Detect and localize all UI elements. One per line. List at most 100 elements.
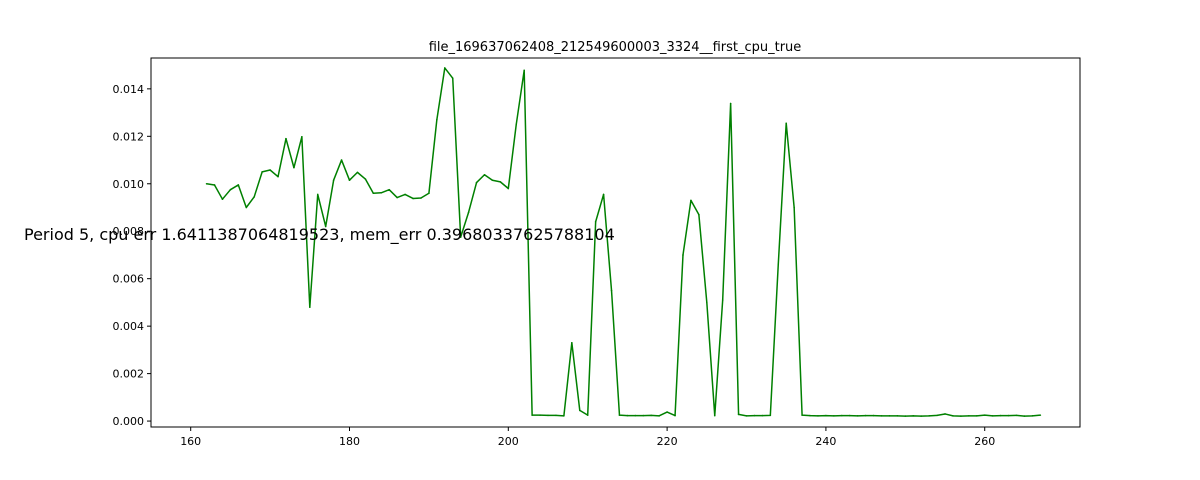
- data-point: [753, 414, 756, 417]
- data-point: [745, 415, 748, 417]
- data-point: [856, 415, 859, 417]
- y-tick-label: 0.000: [113, 415, 145, 428]
- data-point: [785, 122, 788, 125]
- data-point: [436, 118, 438, 121]
- axes-frame: [150, 57, 1081, 428]
- data-point: [491, 179, 494, 182]
- x-axis: 160 180 200 220 240 260: [180, 427, 995, 448]
- data-point: [888, 415, 891, 417]
- data-point: [602, 193, 605, 196]
- series-points: [205, 67, 1042, 417]
- data-point: [213, 184, 216, 186]
- data-point: [1023, 415, 1026, 417]
- data-point: [833, 415, 835, 417]
- data-point: [539, 414, 541, 416]
- data-point: [1007, 414, 1010, 417]
- y-tick-label: 0.006: [113, 273, 145, 286]
- data-point: [578, 409, 581, 412]
- data-point: [309, 306, 311, 308]
- data-point: [682, 254, 684, 256]
- period-error-annotation: Period 5, cpu err 1.6411387064819523, me…: [24, 225, 615, 245]
- data-point: [547, 414, 549, 417]
- data-point: [324, 225, 327, 228]
- data-point: [475, 181, 478, 184]
- data-point: [340, 159, 343, 161]
- data-point: [658, 415, 660, 417]
- data-point: [1015, 414, 1018, 417]
- data-point: [793, 206, 795, 209]
- data-point: [840, 414, 843, 417]
- data-point: [960, 415, 962, 417]
- y-tick-label: 0.008: [113, 225, 145, 238]
- data-point: [952, 415, 954, 417]
- data-point: [221, 198, 224, 200]
- data-point: [237, 184, 240, 186]
- y-tick-label: 0.012: [113, 130, 145, 143]
- data-point: [348, 179, 351, 182]
- data-point: [523, 69, 525, 72]
- data-point: [443, 67, 446, 69]
- y-tick-label: 0.014: [113, 83, 145, 96]
- data-point: [936, 414, 938, 417]
- data-point: [380, 191, 383, 194]
- data-point: [729, 102, 732, 105]
- y-tick-label: 0.004: [113, 320, 145, 333]
- data-point: [912, 415, 915, 417]
- data-point: [896, 415, 899, 417]
- data-point: [269, 169, 271, 171]
- data-point: [975, 415, 978, 417]
- data-point: [674, 414, 676, 417]
- data-point: [316, 193, 319, 196]
- data-point: [404, 193, 406, 196]
- data-point: [618, 414, 621, 416]
- data-point: [626, 414, 629, 417]
- y-tick-label: 0.010: [113, 178, 145, 191]
- data-point: [666, 411, 668, 413]
- data-point: [451, 77, 454, 79]
- data-point: [610, 289, 613, 292]
- chart-title: file_169637062408_212549600003_3324__fir…: [429, 40, 802, 55]
- data-point: [571, 341, 573, 344]
- data-point: [388, 188, 391, 191]
- data-point: [904, 415, 907, 417]
- data-point: [245, 206, 248, 209]
- data-point: [507, 187, 510, 190]
- x-tick-label: 260: [974, 435, 995, 448]
- x-tick-label: 220: [657, 435, 678, 448]
- data-point: [594, 220, 597, 223]
- data-point: [769, 414, 772, 417]
- data-point: [999, 414, 1002, 417]
- data-point: [301, 135, 303, 138]
- data-point: [531, 414, 533, 416]
- data-point: [483, 173, 486, 176]
- data-point: [364, 178, 367, 180]
- data-point: [467, 211, 470, 214]
- data-point: [428, 192, 430, 195]
- data-point: [737, 413, 740, 416]
- data-point: [356, 171, 359, 174]
- data-point: [1039, 414, 1042, 416]
- data-point: [944, 413, 946, 415]
- data-point: [261, 171, 263, 173]
- data-point: [285, 137, 287, 140]
- data-point: [801, 414, 803, 416]
- data-point: [928, 415, 930, 417]
- data-point: [825, 414, 827, 417]
- data-point: [920, 415, 922, 417]
- data-point: [872, 414, 875, 417]
- data-point: [332, 179, 335, 182]
- data-point: [459, 236, 462, 238]
- data-point: [499, 181, 502, 183]
- data-point: [690, 199, 692, 202]
- y-tick-label: 0.002: [113, 368, 145, 381]
- data-point: [809, 414, 811, 417]
- x-tick-label: 180: [339, 435, 360, 448]
- data-point: [650, 414, 653, 417]
- data-point: [586, 414, 589, 416]
- x-tick-label: 160: [180, 435, 201, 448]
- data-point: [420, 197, 422, 199]
- data-point: [642, 414, 645, 417]
- cpu-series-line: [206, 67, 1041, 417]
